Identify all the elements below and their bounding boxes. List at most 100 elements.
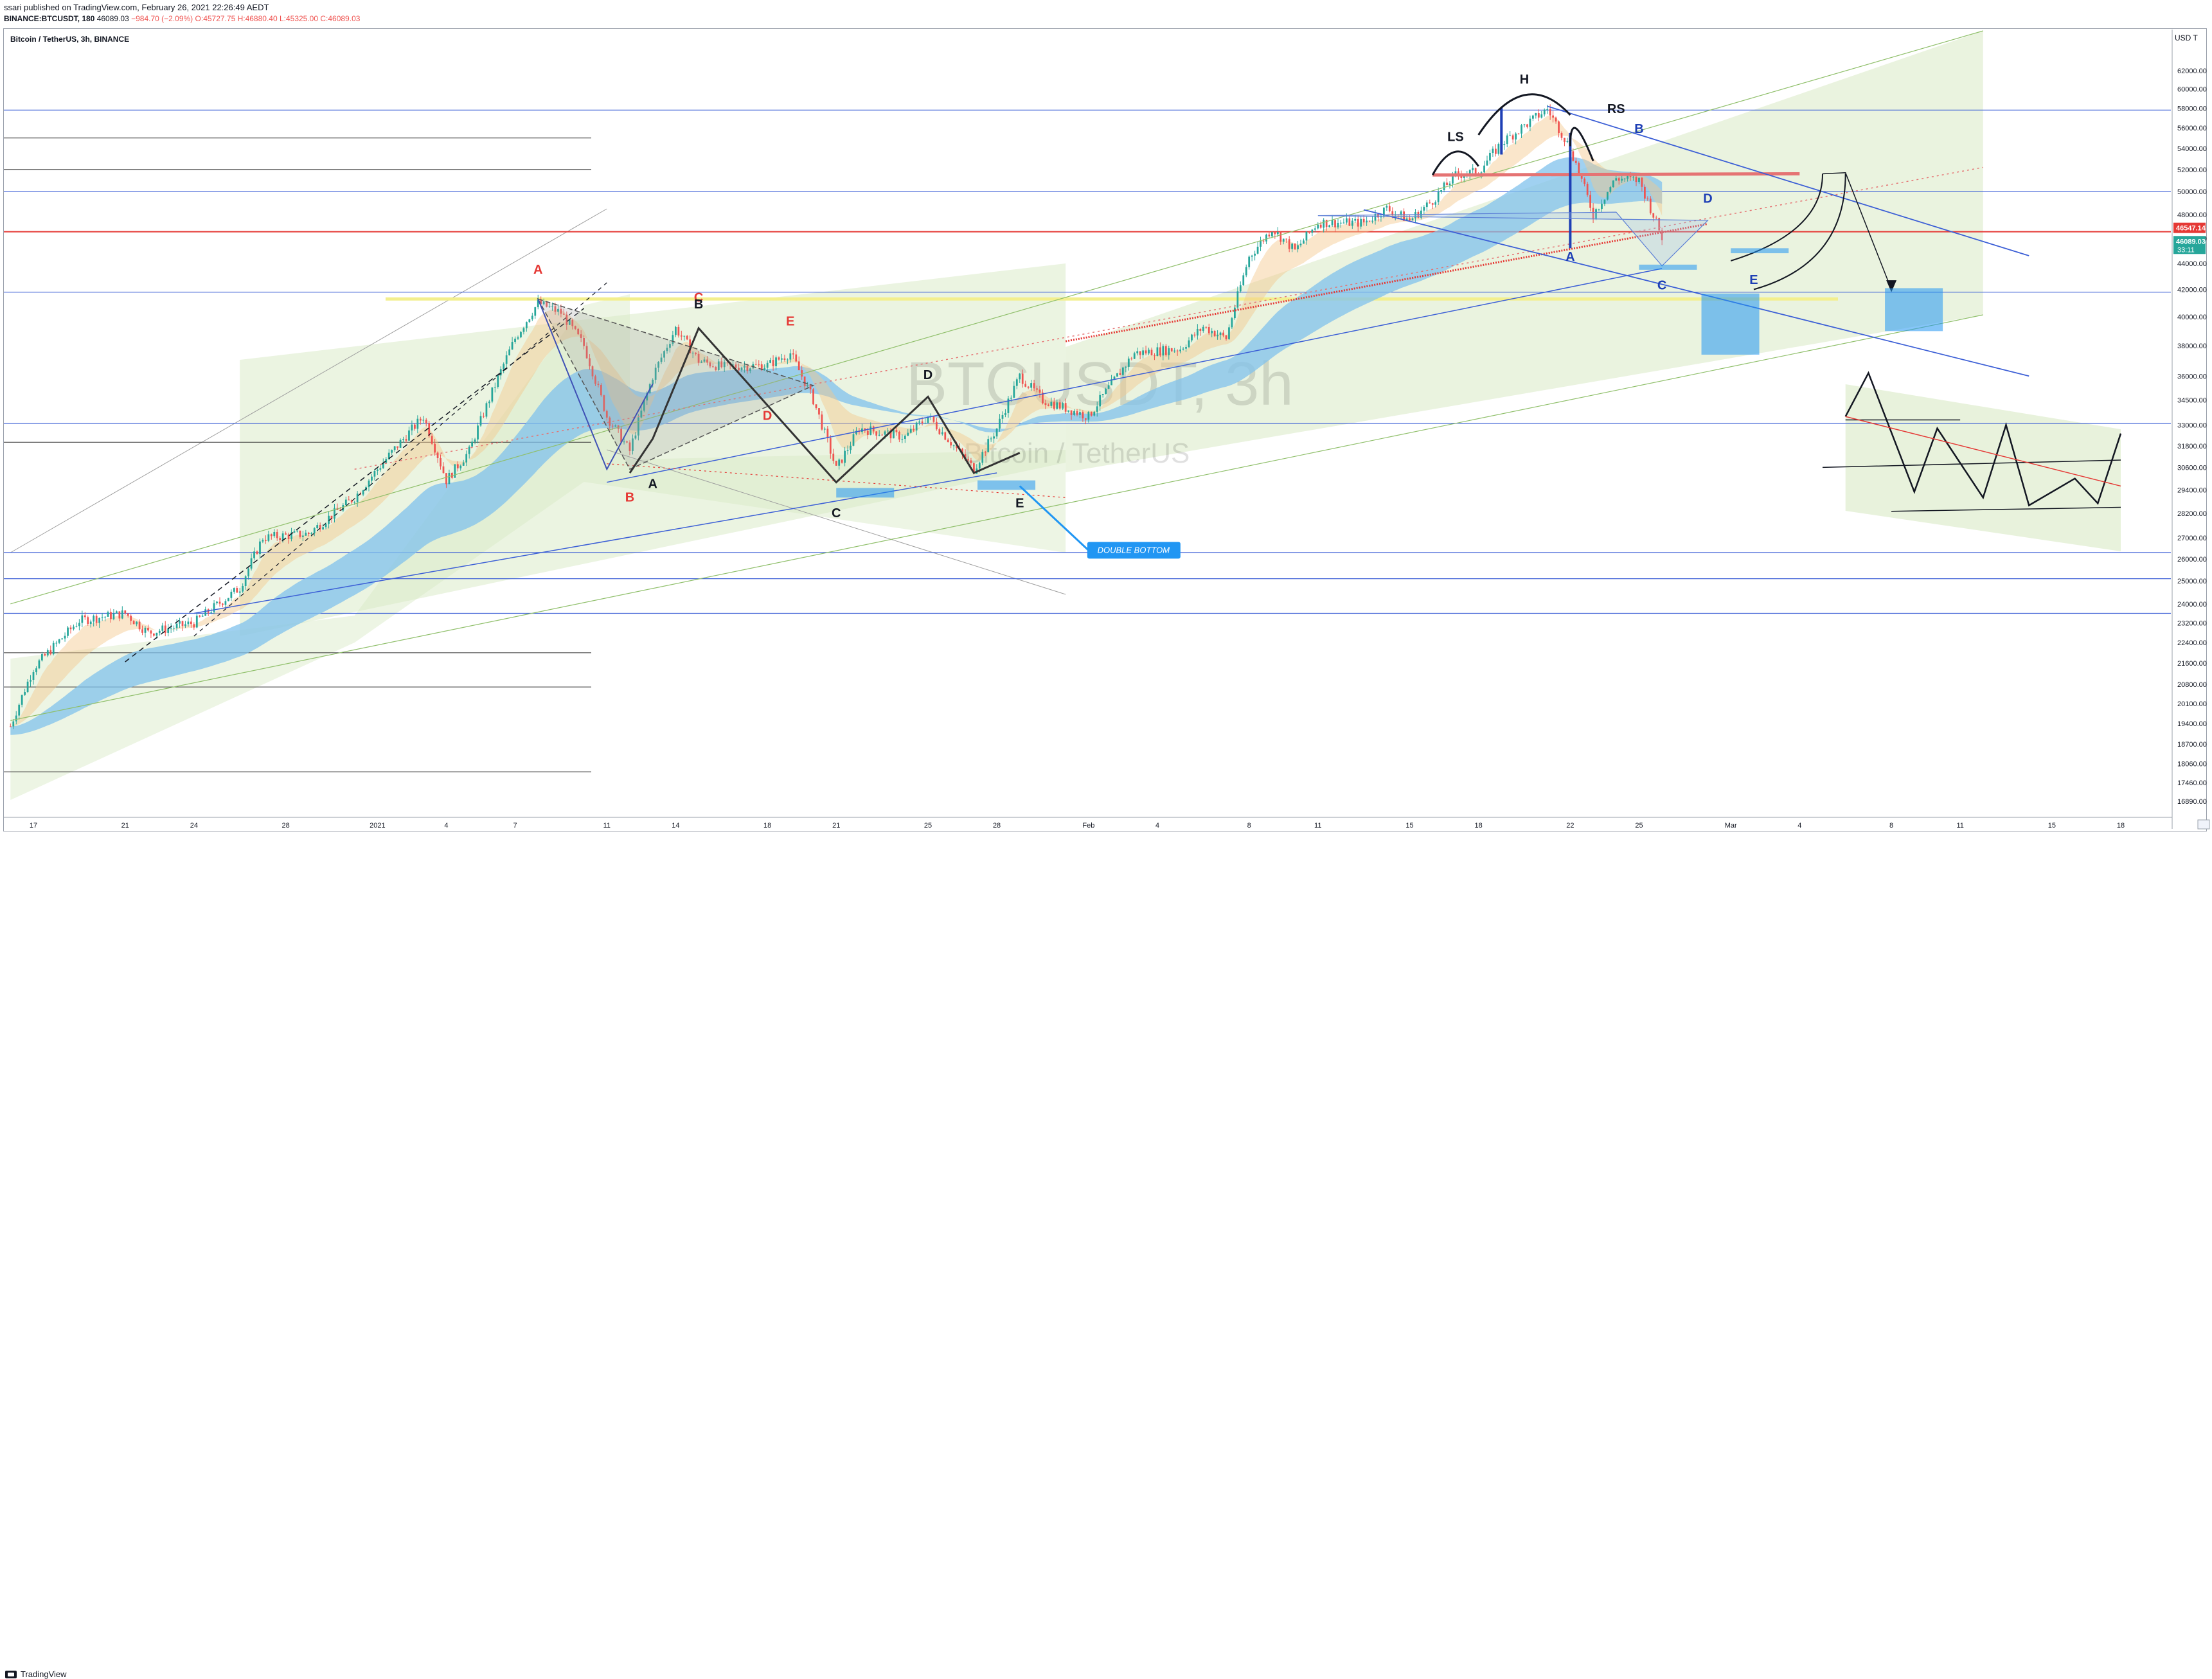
candle-body-255 — [740, 368, 743, 371]
dashed-trend-2 — [193, 282, 607, 637]
price-tick-21: 26000.00 — [2177, 556, 2207, 564]
candle-body-202 — [589, 358, 591, 367]
candle-body-555 — [1601, 204, 1603, 209]
wave-label-6: B — [694, 298, 703, 312]
candle-body-198 — [577, 328, 580, 335]
candle-body-41 — [127, 613, 129, 616]
candle-body-127 — [373, 470, 376, 477]
candle-body-467 — [1348, 218, 1351, 226]
candle-body-428 — [1236, 291, 1239, 308]
candle-body-186 — [542, 301, 545, 305]
candle-body-443 — [1280, 232, 1282, 242]
price-chart[interactable]: BTCUSDT, 3h Bitcoin / TetherUS DOUBLE BO… — [0, 0, 2212, 850]
candle-body-542 — [1564, 138, 1565, 143]
candle-body-95 — [281, 533, 284, 540]
red-rising-thick — [1065, 222, 1708, 342]
candle-body-243 — [706, 359, 708, 363]
time-tick-7: 11 — [603, 822, 611, 830]
candle-body-360 — [1042, 392, 1044, 404]
candle-body-70 — [210, 612, 212, 613]
candle-body-191 — [557, 308, 559, 312]
candle-body-220 — [640, 410, 643, 418]
candle-body-105 — [310, 533, 313, 534]
candle-body-497 — [1434, 202, 1437, 205]
candle-body-37 — [116, 611, 118, 614]
candle-body-539 — [1555, 117, 1557, 122]
price-tick-22: 25000.00 — [2177, 578, 2207, 585]
price-tick-32: 17460.00 — [2177, 779, 2207, 787]
ema-ribbon-blue — [10, 157, 1663, 735]
candle-body-179 — [522, 328, 525, 332]
candle-body-485 — [1400, 211, 1402, 215]
candle-body-291 — [844, 450, 846, 463]
mid-channel-fill — [240, 263, 1066, 636]
candle-body-190 — [554, 306, 557, 312]
candle-body-501 — [1446, 182, 1448, 186]
candle-body-265 — [769, 360, 771, 363]
candle-body-446 — [1288, 239, 1290, 249]
candle-body-438 — [1265, 235, 1267, 242]
currency-label[interactable]: USD T — [2175, 33, 2198, 42]
candle-body-531 — [1532, 115, 1534, 119]
candle-body-74 — [222, 603, 224, 605]
candle-body-323 — [936, 422, 938, 430]
candle-body-398 — [1150, 350, 1153, 356]
candle-body-163 — [477, 425, 479, 440]
candle-body-557 — [1607, 191, 1609, 200]
candle-body-278 — [807, 385, 808, 387]
candle-body-487 — [1405, 218, 1408, 221]
candle-body-288 — [835, 461, 837, 466]
time-tick-18: 18 — [1474, 822, 1482, 830]
candle-body-332 — [961, 449, 963, 454]
candle-body-126 — [371, 476, 373, 481]
candle-body-135 — [397, 446, 398, 448]
candle-body-350 — [1013, 386, 1015, 398]
wave-label-17: E — [1749, 273, 1758, 287]
candle-body-2 — [15, 715, 17, 722]
candle-body-402 — [1162, 346, 1164, 356]
candle-body-477 — [1377, 214, 1379, 218]
candle-body-131 — [385, 459, 388, 463]
candle-body-139 — [408, 430, 410, 441]
candle-body-324 — [938, 429, 941, 434]
candle-body-302 — [875, 431, 878, 436]
candle-body-107 — [316, 525, 319, 529]
candle-body-227 — [660, 357, 663, 362]
candle-body-305 — [884, 431, 886, 435]
candle-body-320 — [927, 416, 929, 423]
tradingview-logo[interactable]: TradingView — [5, 1669, 67, 1679]
candle-body-60 — [181, 621, 184, 626]
candle-body-93 — [276, 531, 278, 538]
price-tick-29: 19400.00 — [2177, 720, 2207, 728]
candle-body-147 — [431, 436, 433, 444]
candle-body-572 — [1649, 199, 1652, 213]
candle-body-8 — [32, 672, 35, 680]
candle-body-325 — [941, 432, 943, 434]
time-tick-13: Feb — [1082, 822, 1094, 830]
candle-body-123 — [362, 490, 364, 495]
chart-frame[interactable] — [3, 28, 2207, 831]
candle-body-273 — [792, 353, 794, 355]
candle-body-240 — [697, 353, 700, 363]
candle-body-39 — [121, 610, 123, 619]
settings-gear-icon[interactable] — [2197, 819, 2210, 830]
candle-body-374 — [1082, 412, 1084, 419]
candle-body-426 — [1231, 318, 1233, 328]
candle-body-395 — [1142, 350, 1144, 355]
candle-body-473 — [1366, 220, 1368, 223]
candle-body-252 — [732, 364, 734, 366]
candle-body-111 — [328, 515, 330, 524]
candle-body-415 — [1199, 328, 1202, 331]
candle-body-10 — [38, 660, 40, 669]
footer-bar: TradingView — [0, 833, 2212, 1679]
candle-body-96 — [285, 533, 287, 535]
candle-body-404 — [1168, 348, 1170, 355]
candle-body-476 — [1374, 214, 1377, 221]
candle-body-495 — [1429, 202, 1431, 204]
wave-label-4: E — [786, 314, 794, 328]
candle-body-510 — [1472, 168, 1474, 170]
candle-body-17 — [58, 639, 60, 643]
ohlc-values: O:45727.75 H:46880.40 L:45325.00 C:46089… — [195, 14, 361, 23]
candle-body-534 — [1540, 114, 1543, 118]
time-tick-19: 22 — [1566, 822, 1574, 830]
